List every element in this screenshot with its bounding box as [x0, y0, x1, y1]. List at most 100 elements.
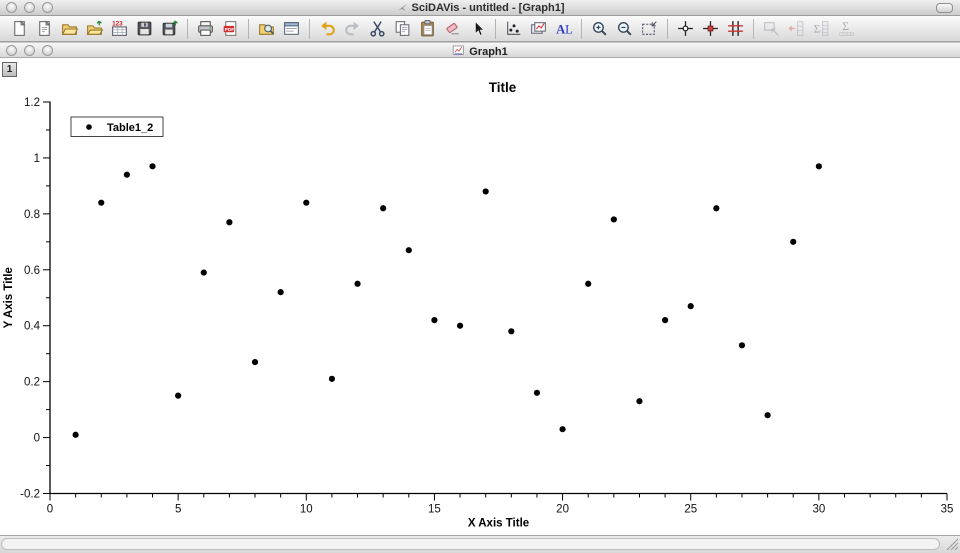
data-point[interactable] — [482, 188, 489, 195]
select-data-range-button[interactable] — [723, 17, 748, 41]
data-point[interactable] — [508, 328, 515, 335]
pointer-button[interactable] — [465, 17, 490, 41]
undo-button[interactable] — [315, 17, 340, 41]
data-point[interactable] — [380, 205, 387, 212]
export-pdf-icon: PDF — [223, 21, 237, 36]
data-point[interactable] — [456, 322, 464, 329]
graph-minimize-button[interactable] — [24, 45, 35, 56]
zoom-out-icon — [618, 22, 632, 36]
data-points[interactable] — [72, 163, 822, 438]
data-reader-icon — [703, 21, 718, 36]
project-explorer-icon — [259, 24, 274, 35]
data-point[interactable] — [149, 163, 156, 170]
data-point[interactable] — [713, 205, 720, 212]
minimize-button[interactable] — [24, 2, 35, 13]
data-point[interactable] — [636, 398, 643, 405]
data-point[interactable] — [431, 317, 438, 324]
toolbar-separator — [187, 18, 188, 39]
import-ascii-button[interactable]: 123 — [107, 17, 132, 41]
copy-button[interactable] — [390, 17, 415, 41]
data-point[interactable] — [815, 163, 822, 170]
zoom-button[interactable] — [42, 2, 53, 13]
data-point[interactable] — [277, 289, 284, 296]
toolbar-toggle-button[interactable] — [936, 3, 953, 13]
data-point[interactable] — [559, 426, 566, 433]
zoom-out-button[interactable] — [612, 17, 637, 41]
data-point[interactable] — [738, 342, 746, 349]
y-tick-label: 0.4 — [24, 321, 41, 333]
cut-button[interactable] — [365, 17, 390, 41]
data-point[interactable] — [405, 247, 412, 254]
toolbar-separator — [495, 18, 496, 39]
layer-button[interactable]: 1 — [2, 62, 17, 77]
open-project-icon — [61, 24, 79, 35]
svg-text:L: L — [565, 22, 573, 36]
paste-button[interactable] — [415, 17, 440, 41]
y-tick-label: -0.2 — [20, 489, 40, 501]
save-project-button[interactable] — [132, 17, 157, 41]
graph-close-button[interactable] — [6, 45, 17, 56]
print-icon — [198, 21, 213, 36]
legend[interactable]: Table1_2 — [70, 116, 164, 137]
project-explorer-button[interactable] — [254, 17, 279, 41]
data-point[interactable] — [175, 392, 182, 399]
copy-icon — [395, 21, 410, 36]
data-point[interactable] — [98, 199, 105, 206]
data-point[interactable] — [790, 238, 797, 245]
x-tick-label: 25 — [684, 504, 697, 516]
x-tick-label: 30 — [812, 504, 825, 516]
data-point[interactable] — [251, 358, 259, 366]
data-point[interactable] — [661, 317, 669, 324]
toolbar-separator — [248, 18, 249, 39]
print-button[interactable] — [193, 17, 218, 41]
screen-reader-button[interactable] — [759, 17, 784, 41]
x-axis-title[interactable]: X Axis Title — [468, 518, 529, 530]
redo-button[interactable] — [340, 17, 365, 41]
y-tick-label: 1 — [34, 153, 40, 165]
open-project-button[interactable] — [57, 17, 82, 41]
svg-text:PDF: PDF — [225, 27, 235, 33]
delete-selection-button[interactable] — [440, 17, 465, 41]
data-point[interactable] — [354, 280, 361, 287]
y-tick-label: 0.2 — [24, 377, 40, 389]
results-log-button[interactable] — [279, 17, 304, 41]
zoom-in-button[interactable] — [587, 17, 612, 41]
data-point[interactable] — [585, 280, 592, 287]
save-template-icon — [162, 20, 178, 36]
resize-grip[interactable] — [946, 538, 959, 551]
export-pdf-button[interactable]: PDF — [218, 17, 243, 41]
y-axis-title[interactable]: Y Axis Title — [3, 267, 15, 328]
chart-title[interactable]: Title — [489, 80, 517, 95]
add-curve-button[interactable] — [501, 17, 526, 41]
data-point[interactable] — [72, 431, 79, 438]
x-tick-label: 0 — [47, 504, 53, 516]
data-point[interactable] — [226, 219, 233, 226]
data-point[interactable] — [764, 412, 771, 419]
open-template-button[interactable] — [82, 17, 107, 41]
graph-zoom-button[interactable] — [42, 45, 53, 56]
column-statistics-button[interactable]: Σ — [809, 17, 834, 41]
data-point[interactable] — [610, 216, 617, 223]
redo-icon — [345, 21, 359, 36]
disable-tools-button[interactable] — [673, 17, 698, 41]
data-point[interactable] — [328, 375, 336, 382]
move-points-button[interactable] — [784, 17, 809, 41]
save-template-button[interactable] — [157, 17, 182, 41]
rescale-button[interactable] — [637, 17, 662, 41]
new-note-button[interactable] — [32, 17, 57, 41]
new-project-button[interactable] — [7, 17, 32, 41]
data-point[interactable] — [533, 389, 541, 396]
data-reader-button[interactable] — [698, 17, 723, 41]
close-button[interactable] — [6, 2, 17, 13]
row-statistics-button[interactable]: Σ — [834, 17, 859, 41]
data-point[interactable] — [687, 303, 694, 310]
window-controls — [6, 2, 53, 13]
x-tick-label: 15 — [428, 504, 441, 516]
main-toolbar: 123 PDF A L Σ Σ — [0, 16, 960, 42]
data-point[interactable] — [200, 269, 207, 276]
data-point[interactable] — [303, 199, 310, 206]
add-function-button[interactable] — [526, 17, 551, 41]
data-point[interactable] — [123, 171, 130, 178]
graph-window-controls — [6, 45, 53, 56]
